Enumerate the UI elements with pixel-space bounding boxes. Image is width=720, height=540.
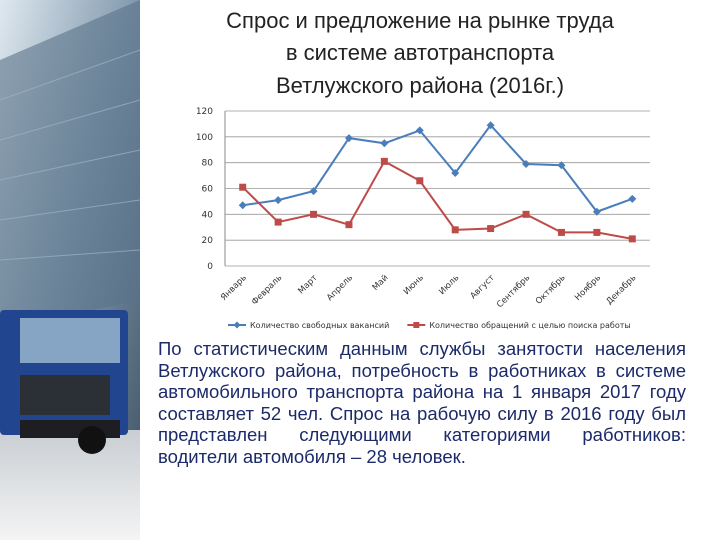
x-tick-label: Январь <box>219 273 249 303</box>
legend-label: Количество свободных вакансий <box>250 321 389 330</box>
slide-title: Спрос и предложение на рынке труда <box>226 8 614 33</box>
slide-title: Ветлужского района (2016г.) <box>276 73 564 98</box>
series-line <box>242 160 633 240</box>
x-tick-label: Февраль <box>250 273 284 307</box>
point <box>522 210 530 218</box>
y-tick-label: 40 <box>202 210 214 220</box>
x-tick-label: Июль <box>437 273 461 297</box>
point <box>344 134 353 143</box>
point <box>309 187 318 196</box>
slide-title: в системе автотранспорта <box>286 40 555 65</box>
x-tick-label: Август <box>468 273 496 301</box>
point <box>345 221 353 229</box>
point <box>238 201 247 210</box>
point <box>487 225 495 233</box>
y-tick-label: 20 <box>202 236 214 246</box>
x-tick-label: Декабрь <box>605 273 639 307</box>
point <box>522 159 531 168</box>
x-tick-label: Июнь <box>402 273 426 297</box>
point <box>593 228 601 236</box>
point <box>557 161 566 170</box>
point <box>380 157 388 165</box>
x-tick-label: Март <box>296 273 319 296</box>
x-tick-label: Апрель <box>325 273 355 303</box>
y-tick-label: 60 <box>202 185 214 195</box>
x-tick-label: Октябрь <box>534 273 568 307</box>
point <box>557 228 565 236</box>
point <box>628 194 637 203</box>
point <box>486 121 495 130</box>
legend-marker <box>413 322 420 328</box>
x-tick-label: Ноябрь <box>573 273 603 303</box>
x-tick-label: Сентябрь <box>495 273 532 310</box>
point <box>274 196 283 205</box>
body-text: По статистическим данным службы занятост… <box>158 338 686 467</box>
series-line <box>242 123 633 213</box>
legend-marker <box>233 321 241 329</box>
y-tick-label: 80 <box>202 159 214 169</box>
point <box>415 126 424 135</box>
y-tick-label: 100 <box>196 133 213 143</box>
background-photo <box>0 0 141 540</box>
point <box>380 139 389 148</box>
y-tick-label: 120 <box>196 107 213 117</box>
y-tick-label: 0 <box>207 262 213 272</box>
point <box>628 235 636 243</box>
point <box>451 169 460 177</box>
point <box>592 207 601 216</box>
legend-label: Количество обращений с целью поиска рабо… <box>429 321 630 330</box>
point <box>310 210 318 218</box>
x-tick-label: Май <box>371 273 391 293</box>
point <box>274 218 282 226</box>
point <box>451 226 459 234</box>
point <box>239 183 247 191</box>
point <box>416 177 424 185</box>
